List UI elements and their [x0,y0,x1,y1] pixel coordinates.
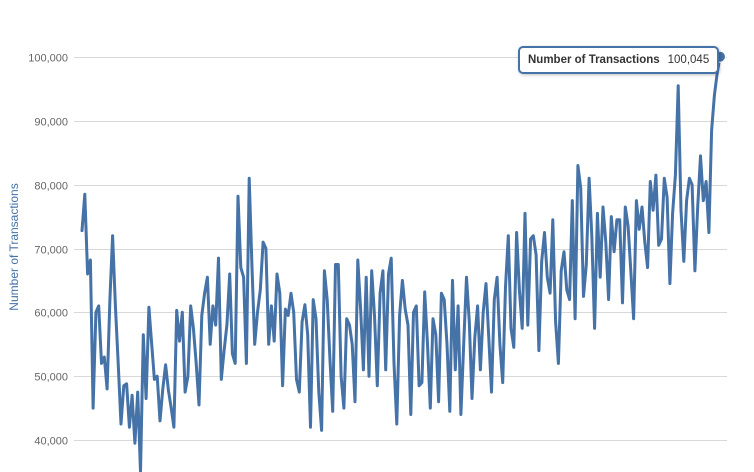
y-tick-label: 50,000 [34,372,68,384]
y-tick-label: 40,000 [34,436,68,448]
y-tick-label: 80,000 [34,181,68,193]
y-tick-labels: 40,000 50,000 60,000 70,000 80,000 90,000 100,… [28,53,68,448]
y-tick-label: 100,000 [28,53,68,65]
series-line-number-of-transactions[interactable] [80,55,722,472]
tooltip-series-name: Number of Transactions [528,54,660,66]
y-tick-label: 70,000 [34,245,68,257]
y-tick-label: 90,000 [34,117,68,129]
data-tooltip: Number of Transactions 100,045 [518,46,720,74]
tooltip-value: 100,045 [667,54,710,66]
y-tick-label: 60,000 [34,308,68,320]
y-axis-title: Number of Transactions [7,183,21,310]
